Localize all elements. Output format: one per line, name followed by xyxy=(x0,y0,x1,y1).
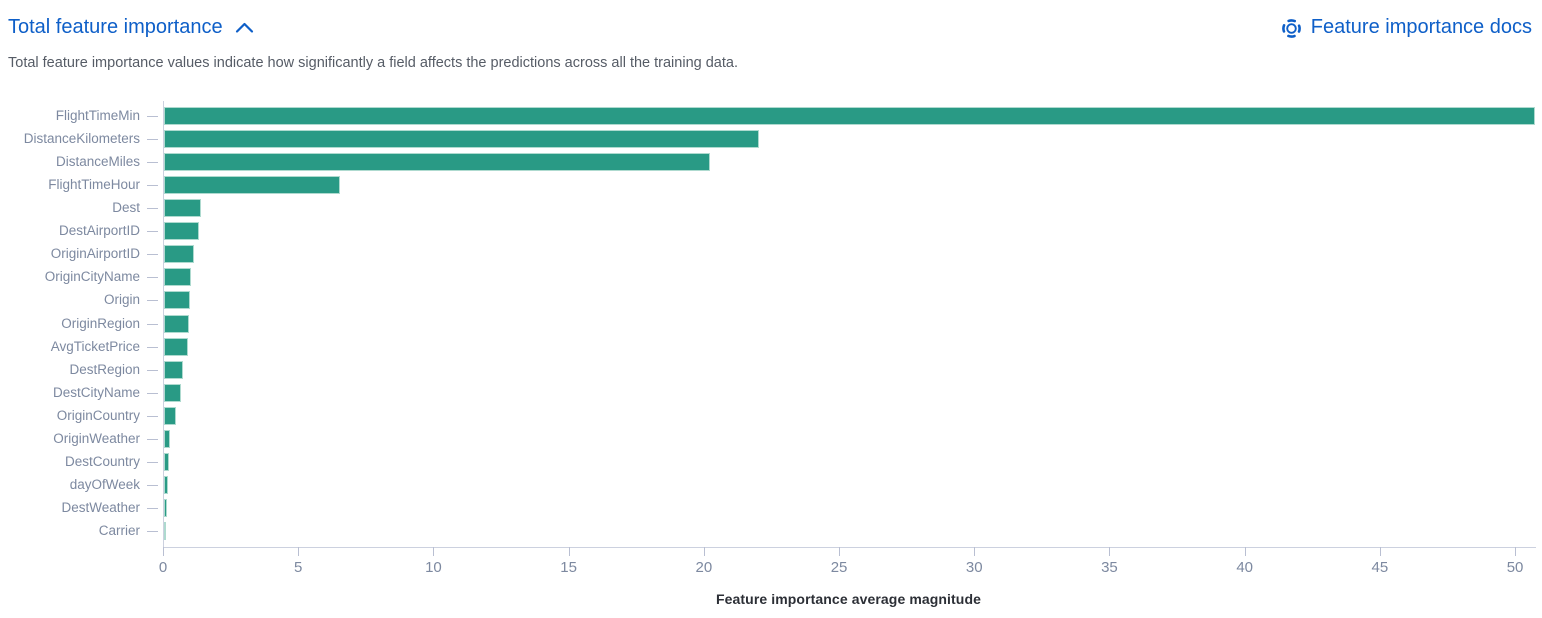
x-tick xyxy=(1515,547,1517,556)
y-tick xyxy=(147,185,158,186)
bar[interactable] xyxy=(164,268,192,287)
y-axis-label: OriginCityName xyxy=(44,269,140,285)
x-tick-label: 40 xyxy=(1236,559,1253,576)
bar[interactable] xyxy=(164,522,166,541)
x-tick xyxy=(568,547,570,556)
x-tick-label: 50 xyxy=(1506,559,1524,576)
y-axis-label: DistanceKilometers xyxy=(23,131,140,147)
section-title: Total feature importance xyxy=(8,16,223,38)
y-axis-line xyxy=(163,101,164,547)
bar[interactable] xyxy=(164,499,168,518)
docs-link-label: Feature importance docs xyxy=(1310,16,1532,38)
y-tick xyxy=(147,116,158,117)
y-axis-label: Carrier xyxy=(98,523,140,539)
y-axis-label: OriginRegion xyxy=(61,315,140,331)
y-axis-label: Dest xyxy=(112,200,140,216)
y-axis-label: DestCountry xyxy=(64,453,140,469)
panel-header: Total feature importance Feature importa… xyxy=(0,0,1542,41)
y-tick xyxy=(147,139,158,140)
y-tick xyxy=(147,254,158,255)
bar[interactable] xyxy=(164,245,194,264)
bar[interactable] xyxy=(164,107,1535,125)
y-axis-label: DestWeather xyxy=(61,500,140,516)
bar[interactable] xyxy=(164,383,181,402)
y-axis-label: FlightTimeHour xyxy=(48,177,140,193)
bar[interactable] xyxy=(164,406,177,425)
x-tick xyxy=(298,547,300,556)
x-tick xyxy=(703,547,705,556)
bar[interactable] xyxy=(164,360,184,379)
x-tick xyxy=(1109,547,1111,556)
y-axis-label: dayOfWeek xyxy=(69,476,140,492)
help-lifebuoy-icon xyxy=(1281,18,1302,39)
bar[interactable] xyxy=(164,199,201,218)
x-tick xyxy=(839,547,841,556)
y-axis-label: FlightTimeMin xyxy=(55,108,140,123)
x-tick-label: 15 xyxy=(560,559,577,576)
y-tick xyxy=(147,347,158,348)
x-tick xyxy=(163,547,164,556)
bar[interactable] xyxy=(164,314,190,333)
x-axis-title: Feature importance average magnitude xyxy=(715,591,981,607)
x-axis-line xyxy=(163,547,1536,548)
x-tick xyxy=(974,547,976,556)
y-tick xyxy=(147,324,158,325)
y-tick xyxy=(147,370,158,371)
feature-importance-docs-link[interactable]: Feature importance docs xyxy=(1281,14,1532,40)
bar[interactable] xyxy=(164,452,169,471)
bar[interactable] xyxy=(164,222,200,241)
section-description: Total feature importance values indicate… xyxy=(8,55,738,71)
chevron-up-icon xyxy=(235,15,254,41)
y-axis-label: AvgTicketPrice xyxy=(50,338,140,354)
y-tick xyxy=(147,508,158,509)
y-tick xyxy=(147,416,158,417)
y-tick xyxy=(147,300,158,301)
y-axis-label: DestCityName xyxy=(52,384,140,400)
x-tick xyxy=(433,547,435,556)
y-axis-label: OriginWeather xyxy=(53,430,140,446)
bar[interactable] xyxy=(164,153,711,172)
bar[interactable] xyxy=(164,291,191,310)
x-tick-label: 5 xyxy=(294,559,303,576)
y-tick xyxy=(147,231,158,232)
bar[interactable] xyxy=(164,337,189,356)
y-tick xyxy=(147,277,158,278)
x-tick xyxy=(1244,547,1246,556)
bar[interactable] xyxy=(164,475,169,494)
bar[interactable] xyxy=(164,429,170,448)
y-axis-label: Origin xyxy=(103,292,140,308)
y-tick xyxy=(147,162,158,163)
x-tick xyxy=(1379,547,1381,556)
y-axis-label: OriginAirportID xyxy=(50,246,140,262)
x-tick-label: 30 xyxy=(965,559,983,576)
y-tick xyxy=(147,439,158,440)
y-tick xyxy=(147,393,158,394)
y-axis-label: DistanceMiles xyxy=(55,154,140,170)
y-axis-label: OriginCountry xyxy=(56,407,140,423)
y-axis-label: DestAirportID xyxy=(58,223,140,239)
y-tick xyxy=(147,485,158,486)
bar[interactable] xyxy=(164,176,340,195)
x-tick-label: 45 xyxy=(1371,559,1389,576)
y-tick xyxy=(147,208,158,209)
y-tick xyxy=(147,462,158,463)
x-tick-label: 0 xyxy=(158,559,168,576)
x-tick-label: 20 xyxy=(695,559,713,576)
y-tick xyxy=(147,531,158,532)
x-tick-label: 35 xyxy=(1101,559,1118,576)
y-axis-label: DestRegion xyxy=(69,361,140,377)
x-tick-label: 25 xyxy=(830,559,848,576)
bar[interactable] xyxy=(164,130,759,149)
x-tick-label: 10 xyxy=(425,559,442,576)
total-feature-importance-toggle[interactable]: Total feature importance xyxy=(8,13,254,41)
